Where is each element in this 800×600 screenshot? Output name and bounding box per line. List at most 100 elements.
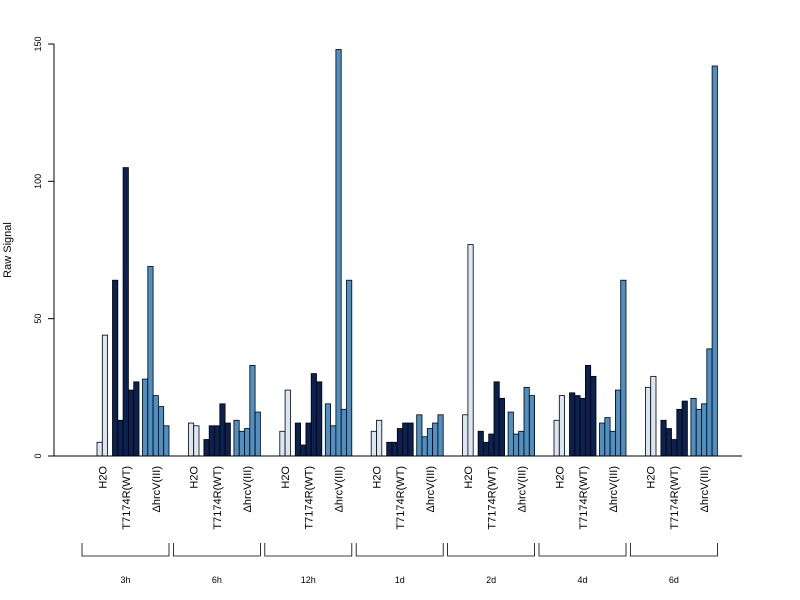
bar (477, 430, 484, 457)
treatment-label: ΔhrcV(III) (242, 466, 254, 512)
timepoint-label: 12h (301, 575, 316, 585)
bar (590, 375, 597, 457)
time-bracket (264, 543, 353, 557)
treatment-label: T7174R(WT) (669, 466, 681, 530)
timepoint-label: 3h (120, 575, 130, 585)
bar (432, 422, 439, 457)
bar (599, 422, 606, 457)
bar (157, 406, 165, 457)
bar (316, 381, 323, 457)
bar (305, 422, 312, 457)
bar (604, 417, 611, 457)
bar (676, 408, 683, 457)
treatment-label: ΔhrcV(III) (334, 466, 346, 512)
bar (254, 411, 261, 457)
bar (660, 419, 667, 457)
bar (416, 414, 423, 457)
treatment-label: H2O (97, 466, 109, 489)
treatment-label: T7174R(WT) (578, 466, 590, 530)
bar (152, 395, 159, 457)
bar (467, 244, 474, 457)
bar (370, 430, 377, 457)
bar (224, 422, 231, 457)
bar (407, 422, 414, 457)
bar (376, 419, 383, 457)
treatment-label: H2O (189, 466, 201, 489)
treatment-label: T7174R(WT) (304, 466, 316, 530)
bar (569, 392, 576, 457)
bar (518, 430, 525, 457)
treatment-label: H2O (554, 466, 566, 489)
axes-layer (50, 44, 742, 457)
bar (585, 364, 592, 457)
bar (294, 422, 301, 457)
treatment-label: T7174R(WT) (395, 466, 407, 530)
bar (214, 425, 221, 457)
bar (310, 373, 317, 457)
bar (665, 428, 672, 457)
y-tick-label: 100 (33, 174, 43, 189)
bar (101, 334, 109, 457)
bar (238, 430, 245, 457)
bar (386, 441, 393, 457)
bar (574, 395, 581, 457)
bar (558, 395, 565, 457)
timepoint-label: 1d (395, 575, 405, 585)
bar (671, 439, 678, 457)
treatment-label: ΔhrcV(III) (151, 466, 163, 512)
treatment-label: H2O (280, 466, 292, 489)
bar (133, 381, 140, 457)
bar (279, 430, 286, 457)
bars-layer (96, 49, 718, 457)
bar (513, 433, 520, 457)
treatment-label: ΔhrcV(III) (699, 466, 711, 512)
bar (208, 425, 215, 457)
y-tick-label: 0 (33, 453, 43, 458)
y-tick-label: 150 (33, 36, 43, 51)
treatment-label: H2O (646, 466, 658, 489)
y-ticks-layer: 0 50 100 150 (33, 36, 54, 459)
bar (488, 433, 495, 457)
bar (96, 441, 103, 457)
bar (523, 386, 530, 457)
treatment-label: T7174R(WT) (121, 466, 133, 530)
timepoint-label: 2d (486, 575, 496, 585)
timepoint-label: 4d (577, 575, 587, 585)
bar (701, 403, 708, 457)
bar (346, 279, 353, 457)
treatment-label: T7174R(WT) (212, 466, 224, 530)
bar (324, 403, 331, 457)
bar (147, 266, 154, 457)
bar (711, 65, 718, 457)
bar (507, 411, 514, 457)
bar (402, 422, 409, 457)
time-bracket (630, 543, 718, 557)
bar (127, 389, 135, 457)
bar (645, 386, 652, 457)
bar (553, 419, 560, 457)
bar (690, 397, 697, 457)
bar (163, 425, 170, 457)
time-bracket (538, 543, 627, 557)
bar (335, 49, 342, 457)
bar (650, 375, 657, 457)
bar (482, 441, 490, 457)
bar (706, 348, 713, 457)
bar (233, 419, 240, 457)
bar (249, 364, 256, 457)
bar (219, 403, 226, 457)
bar (609, 430, 616, 457)
bar (426, 428, 433, 457)
x-labels-layer: H2O T7174R(WT) ΔhrcV(III) H2O T7174R(WT) Δhrc… (97, 466, 711, 530)
bar (122, 167, 129, 457)
bar (244, 428, 251, 457)
bar (284, 389, 291, 457)
treatment-label: T7174R(WT) (486, 466, 498, 530)
bar (142, 378, 149, 457)
bar (421, 436, 428, 457)
bar (203, 439, 210, 457)
bar (615, 389, 622, 457)
bar (187, 422, 195, 457)
treatment-label: ΔhrcV(III) (425, 466, 437, 512)
